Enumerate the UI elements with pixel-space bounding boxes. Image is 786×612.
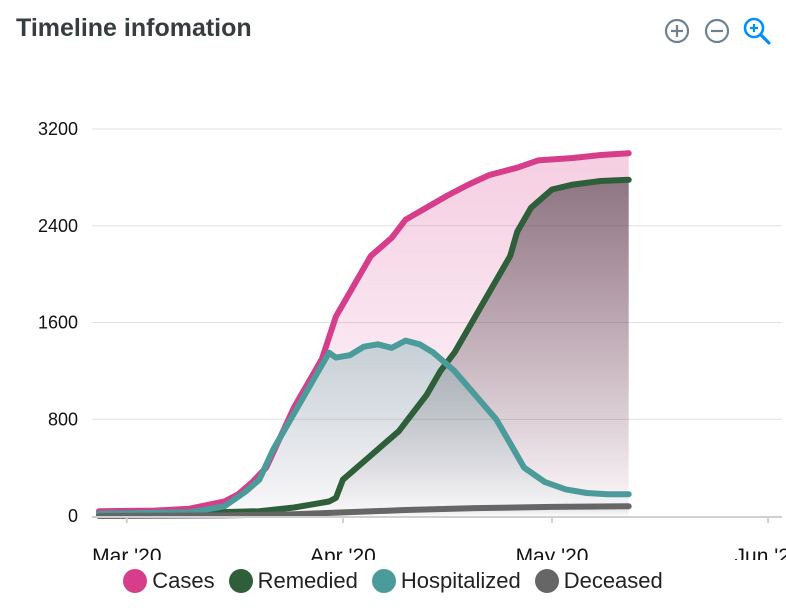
legend-label-remedied: Remedied (257, 568, 358, 593)
y-tick-label: 3200 (38, 119, 78, 139)
legend-item-remedied[interactable]: Remedied (228, 568, 358, 594)
x-tick-label: Apr '20 (310, 545, 376, 560)
y-tick-label: 800 (48, 409, 78, 429)
zoom-out-icon (704, 18, 730, 44)
chart-legend: Cases Remedied Hospitalized Deceased (0, 568, 786, 594)
legend-marker-hospitalized (371, 569, 396, 593)
legend-marker-cases (123, 569, 148, 593)
zoom-out-button[interactable] (700, 14, 734, 48)
y-tick-label: 2400 (38, 216, 78, 236)
series-lines (96, 150, 632, 519)
legend-label-hospitalized: Hospitalized (400, 568, 521, 593)
x-tick-label: Mar '20 (92, 545, 161, 560)
zoom-in-icon (664, 18, 690, 44)
legend-label-cases: Cases (152, 568, 215, 593)
chart-title: Timeline infomation (16, 14, 252, 42)
legend-label-deceased: Deceased (563, 568, 663, 593)
series-line-remedied[interactable] (96, 176, 632, 517)
legend-item-cases[interactable]: Cases (123, 568, 215, 594)
legend-item-hospitalized[interactable]: Hospitalized (371, 568, 521, 594)
timeline-chart[interactable]: 0 800 1600 2400 3200 Mar '20 Apr '20 May '20 Ju… (0, 0, 786, 560)
magnifier-zoom-icon (743, 17, 771, 45)
x-tick-label: May '20 (516, 545, 589, 560)
series-line-deceased[interactable] (96, 503, 632, 519)
x-tick-label: Jun '20 (735, 545, 786, 560)
y-tick-label: 0 (68, 506, 78, 526)
y-tick-label: 1600 (38, 313, 78, 333)
legend-marker-remedied (228, 569, 253, 593)
legend-marker-deceased (534, 569, 559, 593)
series-area-hospitalized (99, 340, 629, 516)
x-axis: Mar '20 Apr '20 May '20 Jun '20 (92, 516, 786, 560)
zoom-selection-button[interactable] (740, 14, 774, 48)
chart-toolbar (660, 14, 774, 48)
legend-item-deceased[interactable]: Deceased (534, 568, 663, 594)
y-axis: 0 800 1600 2400 3200 (38, 119, 78, 526)
zoom-in-button[interactable] (660, 14, 694, 48)
series-line-hospitalized[interactable] (96, 337, 632, 517)
